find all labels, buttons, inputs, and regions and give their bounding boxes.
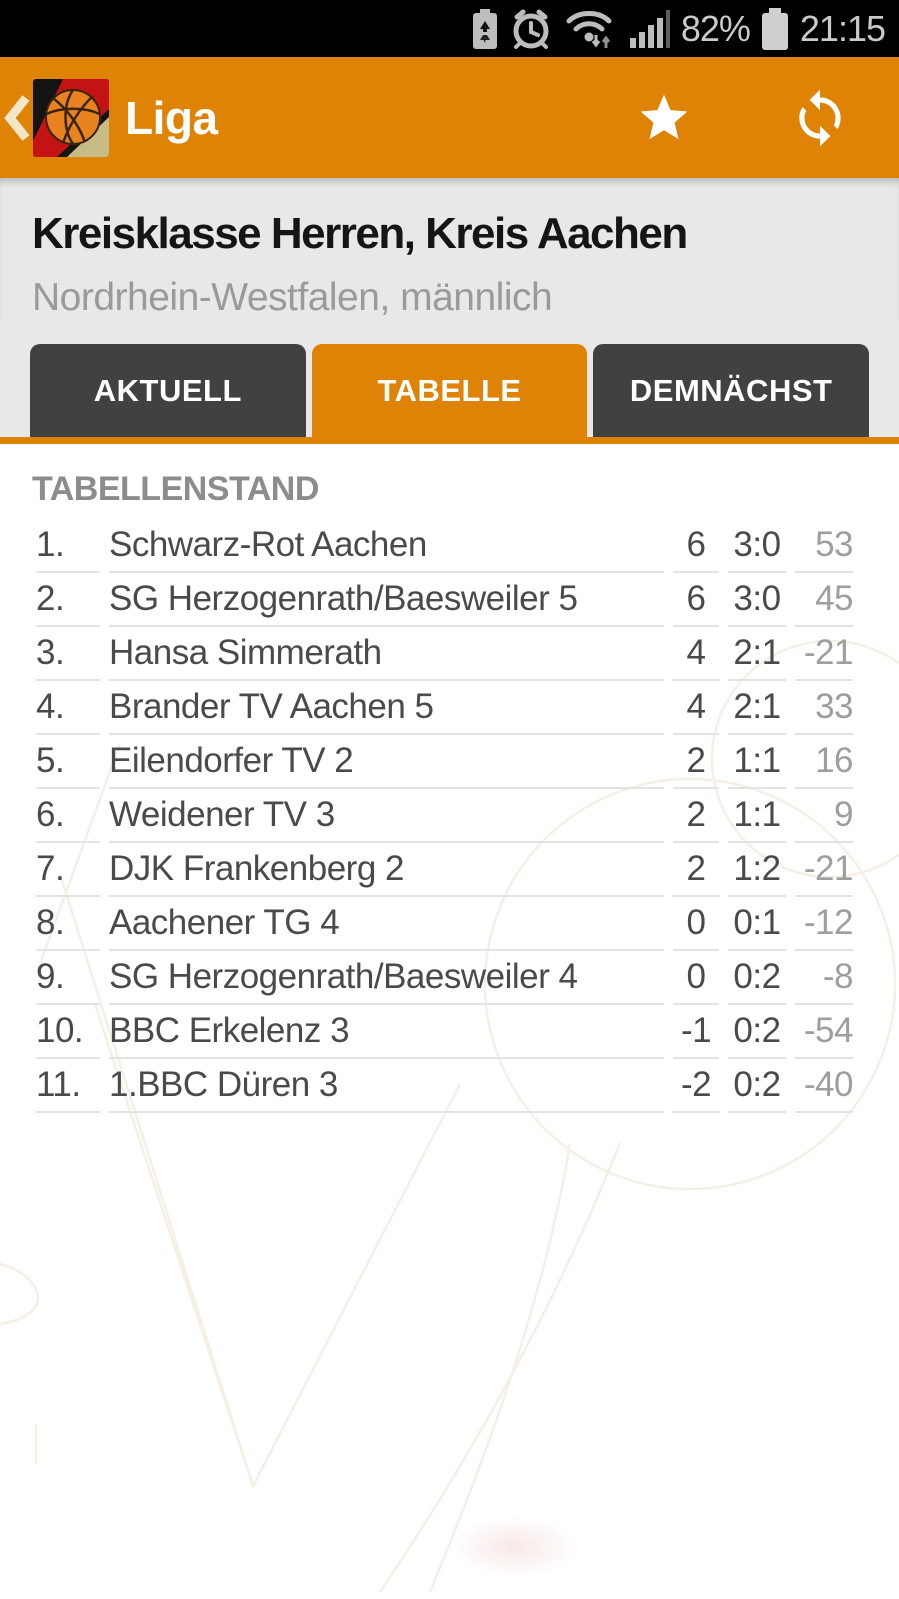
team-cell: Aachener TG 4	[109, 897, 664, 952]
alarm-icon	[510, 8, 552, 50]
table-row-7[interactable]: 7. DJK Frankenberg 2 2 1:2 -21	[36, 843, 853, 898]
tab-aktuell[interactable]: AKTUELL	[30, 344, 306, 438]
refresh-icon	[799, 89, 841, 146]
team-cell: Hansa Simmerath	[109, 627, 664, 682]
wifi-icon	[563, 7, 619, 51]
diff-cell: -8	[795, 951, 853, 1006]
battery-saver-icon	[471, 8, 499, 49]
team-cell: SG Herzogenrath/Baesweiler 5	[109, 573, 664, 628]
team-cell: Eilendorfer TV 2	[109, 735, 664, 790]
points-cell: 0	[673, 951, 719, 1006]
rank-cell: 9.	[36, 951, 100, 1006]
points-cell: 0	[673, 897, 719, 952]
table-row-6[interactable]: 6. Weidener TV 3 2 1:1 9	[36, 789, 853, 844]
points-cell: 2	[673, 843, 719, 898]
table-row-2[interactable]: 2. SG Herzogenrath/Baesweiler 5 6 3:0 45	[36, 573, 853, 628]
rank-cell: 6.	[36, 789, 100, 844]
diff-cell: 16	[795, 735, 853, 790]
team-cell: 1.BBC Düren 3	[109, 1059, 664, 1114]
table-row-8[interactable]: 8. Aachener TG 4 0 0:1 -12	[36, 897, 853, 952]
rank-cell: 2.	[36, 573, 100, 628]
diff-cell: 33	[795, 681, 853, 736]
rank-cell: 7.	[36, 843, 100, 898]
watermark-smudge	[450, 1516, 580, 1579]
tab-demnaechst[interactable]: DEMNÄCHST	[593, 344, 870, 438]
team-cell: BBC Erkelenz 3	[109, 1005, 664, 1060]
points-cell: -2	[673, 1059, 719, 1114]
table-row-11[interactable]: 11. 1.BBC Düren 3 -2 0:2 -40	[36, 1059, 853, 1114]
tab-tabelle[interactable]: TABELLE	[311, 344, 588, 438]
basketball-app-logo	[33, 78, 109, 157]
points-cell: 6	[673, 519, 719, 574]
rank-cell: 11.	[36, 1059, 100, 1114]
app-title: Liga	[125, 91, 218, 144]
clock-text: 21:15	[799, 7, 886, 49]
points-cell: -1	[673, 1005, 719, 1060]
record-cell: 1:1	[728, 789, 786, 844]
record-cell: 2:1	[728, 681, 786, 736]
points-cell: 6	[673, 573, 719, 628]
team-cell: DJK Frankenberg 2	[109, 843, 664, 898]
record-cell: 0:2	[728, 1005, 786, 1060]
battery-percent-text: 82%	[680, 7, 751, 49]
team-cell: Brander TV Aachen 5	[109, 681, 664, 736]
table-row-4[interactable]: 4. Brander TV Aachen 5 4 2:1 33	[36, 681, 853, 736]
diff-cell: -21	[795, 627, 853, 682]
tab-active-underline	[0, 437, 899, 445]
points-cell: 2	[673, 789, 719, 844]
app-bar: Liga	[0, 57, 899, 178]
diff-cell: 53	[795, 519, 853, 574]
rank-cell: 10.	[36, 1005, 100, 1060]
record-cell: 1:1	[728, 735, 786, 790]
points-cell: 4	[673, 627, 719, 682]
diff-cell: -54	[795, 1005, 853, 1060]
table-row-10[interactable]: 10. BBC Erkelenz 3 -1 0:2 -54	[36, 1005, 853, 1060]
favorite-star-icon	[640, 94, 688, 139]
team-cell: Weidener TV 3	[109, 789, 664, 844]
record-cell: 1:2	[728, 843, 786, 898]
diff-cell: -40	[795, 1059, 853, 1114]
battery-icon	[761, 7, 789, 50]
section-title: TABELLENSTAND	[32, 470, 319, 509]
team-cell: Schwarz-Rot Aachen	[109, 519, 664, 574]
team-cell: SG Herzogenrath/Baesweiler 4	[109, 951, 664, 1006]
table-row-1[interactable]: 1. Schwarz-Rot Aachen 6 3:0 53	[36, 519, 853, 574]
points-cell: 4	[673, 681, 719, 736]
rank-cell: 3.	[36, 627, 100, 682]
rank-cell: 1.	[36, 519, 100, 574]
back-button[interactable]	[2, 57, 32, 178]
rank-cell: 4.	[36, 681, 100, 736]
back-chevron-icon	[4, 94, 30, 141]
status-bar: 82% 21:15	[0, 0, 899, 57]
league-subtitle: Nordrhein-Westfalen, männlich	[32, 276, 553, 320]
standings-table: 1. Schwarz-Rot Aachen 6 3:0 53 2. SG Her…	[36, 519, 853, 1114]
record-cell: 0:2	[728, 951, 786, 1006]
favorite-star-button[interactable]	[635, 90, 693, 146]
diff-cell: 9	[795, 789, 853, 844]
diff-cell: -12	[795, 897, 853, 952]
table-row-3[interactable]: 3. Hansa Simmerath 4 2:1 -21	[36, 627, 853, 682]
record-cell: 0:1	[728, 897, 786, 952]
table-row-9[interactable]: 9. SG Herzogenrath/Baesweiler 4 0 0:2 -8	[36, 951, 853, 1006]
league-title: Kreisklasse Herren, Kreis Aachen	[32, 209, 688, 258]
standings-page: TABELLENSTAND 1. Schwarz-Rot Aachen 6 3:…	[0, 444, 899, 1599]
diff-cell: -21	[795, 843, 853, 898]
record-cell: 2:1	[728, 627, 786, 682]
points-cell: 2	[673, 735, 719, 790]
league-header: Kreisklasse Herren, Kreis Aachen Nordrhe…	[0, 178, 899, 321]
diff-cell: 45	[795, 573, 853, 628]
rank-cell: 5.	[36, 735, 100, 790]
signal-strength-icon	[629, 8, 670, 50]
table-row-5[interactable]: 5. Eilendorfer TV 2 2 1:1 16	[36, 735, 853, 790]
record-cell: 3:0	[728, 573, 786, 628]
record-cell: 3:0	[728, 519, 786, 574]
refresh-button[interactable]	[789, 87, 851, 149]
tab-bar: AKTUELL TABELLE DEMNÄCHST	[0, 320, 899, 438]
record-cell: 0:2	[728, 1059, 786, 1114]
rank-cell: 8.	[36, 897, 100, 952]
